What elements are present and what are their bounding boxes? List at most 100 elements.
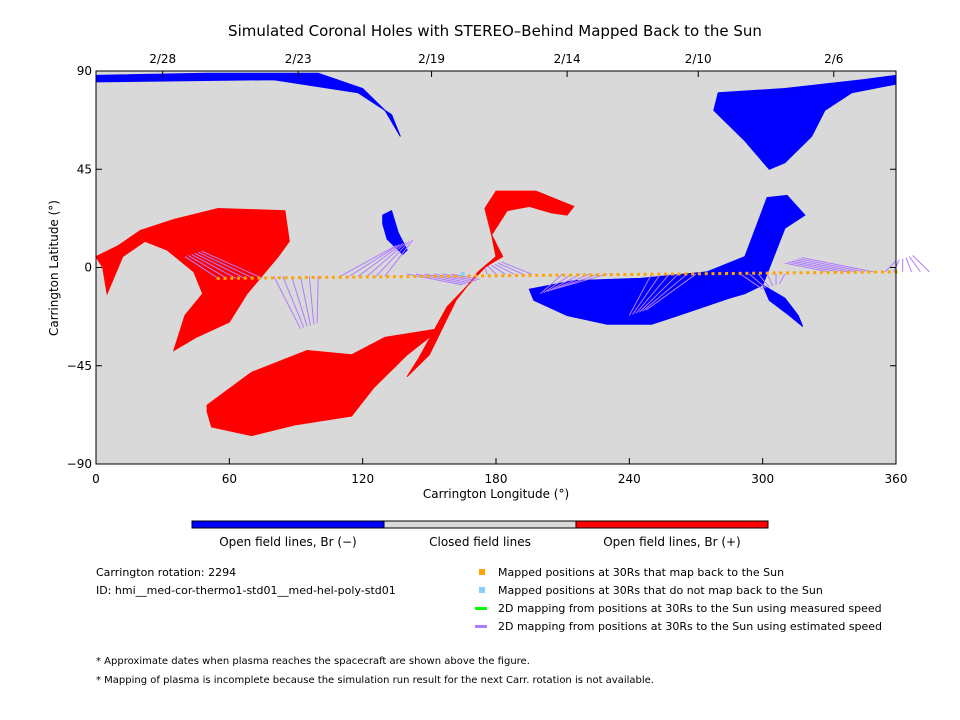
- mapping-line-0-2: [191, 253, 237, 279]
- mapped-point: [569, 273, 573, 277]
- y-tick-label: 0: [84, 261, 92, 275]
- mapped-point: [792, 271, 796, 275]
- mapped-point: [819, 271, 823, 275]
- mapped-point: [684, 272, 688, 276]
- y-tick-label: 45: [77, 162, 92, 176]
- mapping-line-9-0: [884, 260, 897, 273]
- marker-symbol-1: [479, 569, 485, 575]
- marker-symbol-3: [475, 607, 487, 610]
- mapping-line-2-2: [357, 243, 403, 277]
- mapped-point: [426, 274, 430, 278]
- mapped-point: [264, 276, 268, 280]
- mapped-point: [250, 276, 254, 280]
- mapped-point: [731, 271, 735, 275]
- mapping-line-2-3: [366, 242, 407, 277]
- mapping-line-3-3: [433, 273, 473, 283]
- mapped-point: [514, 274, 518, 278]
- mapped-point: [392, 275, 396, 279]
- mapped-point: [664, 272, 668, 276]
- mapped-point: [304, 276, 308, 280]
- mapped-point: [277, 276, 281, 280]
- mapped-point: [406, 275, 410, 279]
- mapping-line-9-4: [908, 256, 921, 273]
- unmapped-point: [460, 272, 465, 277]
- mapped-point: [853, 270, 857, 274]
- axis-ticks: 0 60 120 180 240 300 360 90 45 0 −45 −90 2/28 2/23 2/1…: [67, 52, 908, 486]
- mapping-line-4-0: [484, 267, 488, 275]
- mapping-line-4-2: [491, 264, 506, 275]
- mapping-line-8-4: [798, 258, 865, 273]
- mapped-point: [352, 275, 356, 279]
- x-tick-label: 300: [751, 472, 774, 486]
- marker-label-1: Mapped positions at 30Rs that map back t…: [498, 566, 785, 579]
- coronal-hole-negative-5: [761, 283, 804, 327]
- color-bar-label-1: Open field lines, Br (−): [219, 535, 357, 549]
- mapped-point: [840, 270, 844, 274]
- mapped-point: [291, 276, 295, 280]
- marker-symbol-4: [475, 625, 487, 628]
- mapped-point: [582, 273, 586, 277]
- marker-label-2: Mapped positions at 30Rs that do not map…: [498, 584, 823, 597]
- mapped-point: [365, 275, 369, 279]
- coronal-hole-negative-4: [528, 194, 806, 325]
- mapping-line-2-1: [349, 244, 400, 277]
- mapping-line-0-5: [201, 250, 263, 279]
- mapping-line-0-4: [198, 251, 254, 279]
- mapping-line-1-0: [273, 276, 301, 329]
- coronal-hole-negative-3: [382, 209, 408, 256]
- mapped-point: [359, 275, 363, 279]
- mapped-point: [603, 273, 607, 277]
- mapped-point: [237, 276, 241, 280]
- mapped-point: [474, 274, 478, 278]
- mapped-point: [345, 275, 349, 279]
- mapping-line-1-3: [299, 276, 311, 326]
- mapped-point: [738, 271, 742, 275]
- mapping-line-4-3: [494, 263, 515, 275]
- mapped-point: [833, 270, 837, 274]
- mapping-lines-layer: [184, 239, 930, 329]
- marker-symbol-2: [479, 587, 485, 593]
- date-tick-label: 2/10: [685, 52, 712, 66]
- coronal-hole-negative-2: [713, 74, 897, 170]
- mapped-point: [413, 275, 417, 279]
- mapped-point: [643, 272, 647, 276]
- mapping-line-9-5: [912, 255, 930, 273]
- mapping-line-2-4: [375, 240, 410, 277]
- mapped-point: [372, 275, 376, 279]
- mapping-line-7-0: [740, 273, 763, 290]
- mapping-line-7-1: [749, 273, 767, 289]
- mapped-point: [521, 273, 525, 277]
- mapped-point: [589, 273, 593, 277]
- mapped-point: [386, 275, 390, 279]
- mapped-point: [481, 274, 485, 278]
- date-tick-label: 2/23: [285, 52, 312, 66]
- mapped-point: [725, 272, 729, 276]
- mapped-point: [657, 272, 661, 276]
- mapped-point: [826, 271, 830, 275]
- mapped-point: [562, 273, 566, 277]
- mapping-line-6-1: [632, 273, 661, 315]
- mapped-point: [284, 276, 288, 280]
- mapped-points-layer: [216, 270, 898, 280]
- mapped-point: [650, 272, 654, 276]
- mapping-line-8-2: [791, 260, 848, 273]
- mapped-point: [338, 275, 342, 279]
- mapped-point: [223, 276, 227, 280]
- note-dates: * Approximate dates when plasma reaches …: [96, 656, 530, 667]
- mapped-point: [609, 273, 613, 277]
- mapped-point: [257, 276, 261, 280]
- mapped-point: [630, 272, 634, 276]
- mapping-line-6-2: [635, 273, 670, 314]
- mapping-line-8-3: [794, 259, 857, 273]
- y-tick-label: −90: [67, 457, 92, 471]
- mapped-point: [806, 271, 810, 275]
- color-bar-segment-1: [191, 520, 385, 529]
- mapping-line-7-5: [778, 273, 786, 285]
- mapped-point: [575, 273, 579, 277]
- mapping-line-3-1: [415, 273, 467, 285]
- mapped-point: [779, 271, 783, 275]
- mapped-point: [243, 276, 247, 280]
- mapping-line-5-1: [543, 273, 572, 294]
- mapped-point: [453, 274, 457, 278]
- color-bar-segment-2: [383, 520, 577, 529]
